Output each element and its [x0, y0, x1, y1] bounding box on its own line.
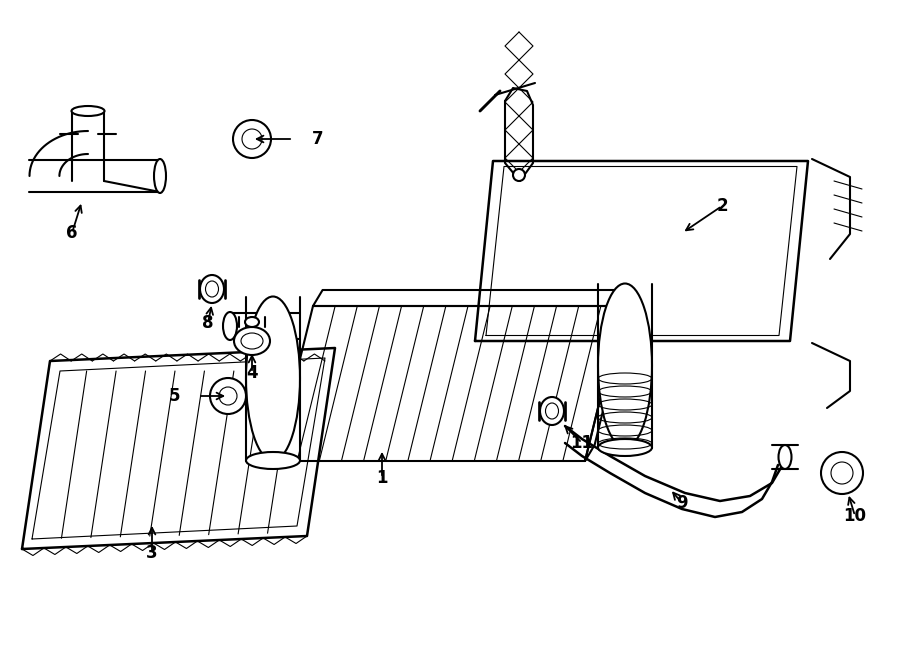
Circle shape: [242, 129, 262, 149]
Text: 7: 7: [312, 130, 324, 148]
Circle shape: [831, 462, 853, 484]
Text: 4: 4: [247, 364, 257, 382]
Ellipse shape: [234, 327, 270, 355]
Ellipse shape: [205, 281, 219, 297]
Text: 5: 5: [169, 387, 181, 405]
Text: 11: 11: [571, 434, 593, 452]
Text: 6: 6: [67, 224, 77, 242]
Ellipse shape: [246, 297, 300, 461]
Circle shape: [513, 169, 525, 181]
Text: 2: 2: [716, 197, 728, 215]
Ellipse shape: [598, 284, 652, 447]
Text: 1: 1: [376, 469, 388, 487]
Ellipse shape: [154, 159, 166, 193]
Text: 3: 3: [146, 544, 158, 562]
Circle shape: [233, 120, 271, 158]
Ellipse shape: [223, 312, 237, 340]
Ellipse shape: [200, 275, 224, 303]
Ellipse shape: [540, 397, 564, 425]
Text: 10: 10: [843, 507, 867, 525]
Ellipse shape: [598, 439, 652, 456]
Circle shape: [821, 452, 863, 494]
Text: 8: 8: [202, 314, 214, 332]
Ellipse shape: [545, 403, 559, 419]
Circle shape: [219, 387, 237, 405]
Ellipse shape: [71, 106, 104, 116]
Ellipse shape: [241, 333, 263, 349]
Circle shape: [210, 378, 246, 414]
Text: 9: 9: [676, 494, 688, 512]
Ellipse shape: [778, 445, 791, 469]
Ellipse shape: [246, 452, 300, 469]
Ellipse shape: [245, 317, 259, 327]
